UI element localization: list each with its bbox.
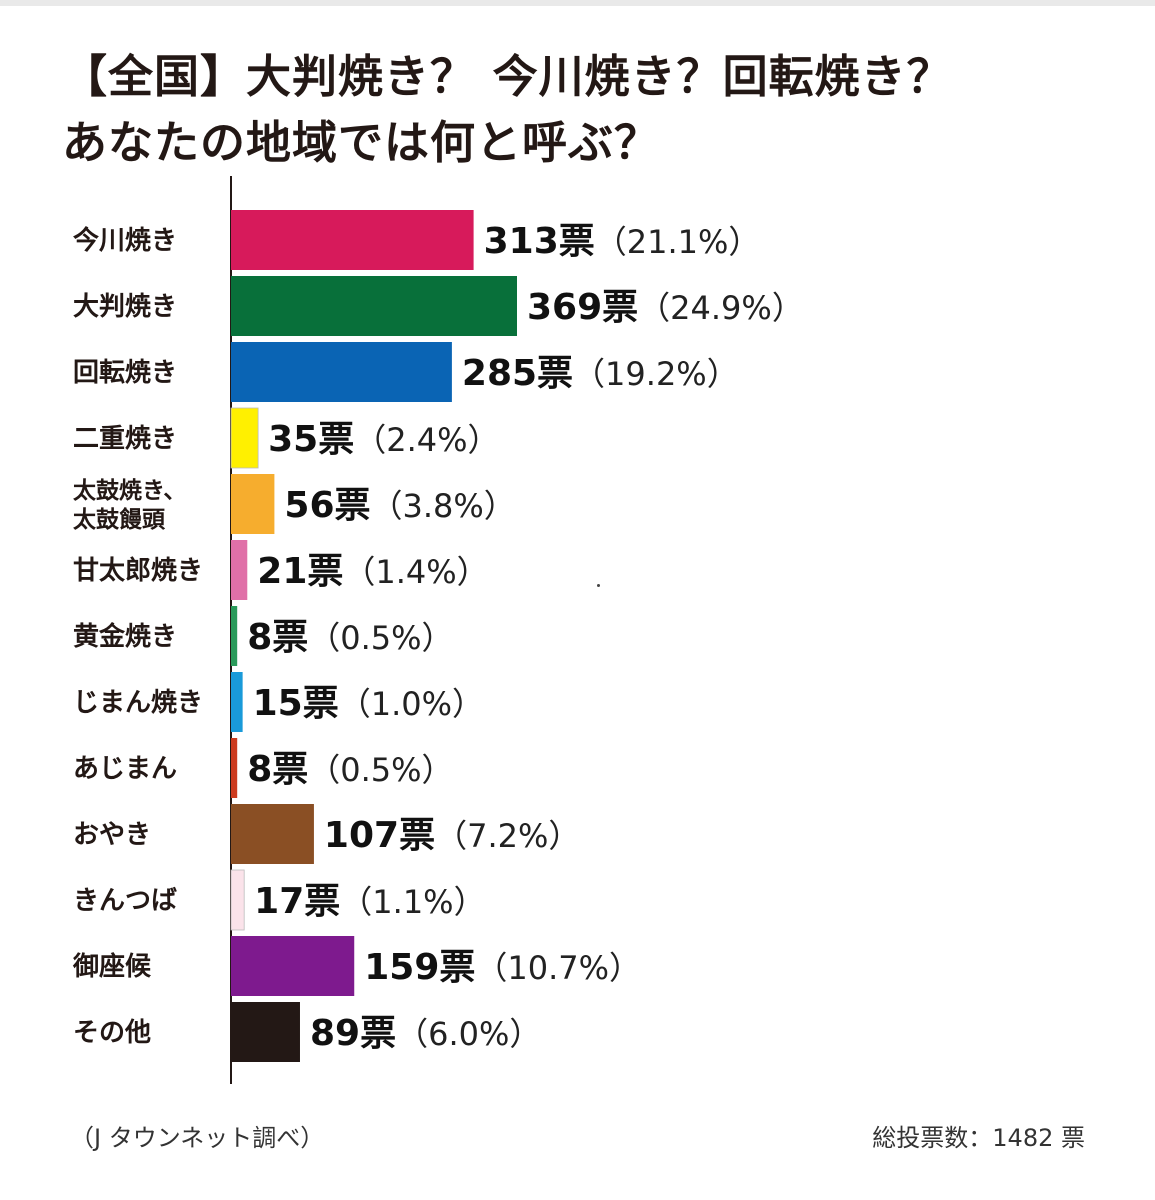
category-label: 大判焼き (73, 292, 177, 322)
value-label: 21票（1.4%） (257, 551, 488, 592)
bar (231, 1002, 300, 1062)
bar (231, 936, 355, 996)
category-label: 二重焼き (73, 424, 177, 454)
category-label: その他 (73, 1018, 151, 1048)
category-label: 回転焼き (73, 358, 177, 388)
value-label: 8票（0.5%） (247, 749, 453, 790)
bar (231, 276, 517, 336)
stray-dot (597, 584, 600, 587)
top-rule (0, 0, 1155, 6)
value-label: 285票（19.2%） (462, 353, 739, 394)
category-label: 甘太郎焼き (73, 556, 203, 586)
chart-title: 【全国】大判焼き？ 今川焼き？回転焼き？ あなたの地域では何と呼ぶ？ (62, 44, 1142, 176)
bar (231, 738, 238, 798)
category-label: 太鼓焼き、太鼓饅頭 (73, 477, 186, 533)
bar (231, 606, 238, 666)
category-label: 御座候 (72, 951, 152, 982)
category-label: おやき (73, 820, 151, 850)
category-label: じまん焼き (73, 688, 203, 718)
value-label: 107票（7.2%） (324, 815, 580, 856)
bar (231, 342, 452, 402)
value-label: 17票（1.1%） (254, 881, 485, 922)
category-label: 黄金焼き (73, 621, 177, 652)
value-label: 313票（21.1%） (484, 221, 761, 262)
value-label: 89票（6.0%） (310, 1013, 541, 1054)
value-label: 159票（10.7%） (364, 947, 641, 988)
category-label: きんつば (73, 886, 177, 916)
category-label: 今川焼き (73, 225, 177, 256)
bar (231, 672, 243, 732)
bar (231, 540, 248, 600)
bar (231, 210, 474, 270)
bar (231, 474, 275, 534)
value-label: 369票（24.9%） (527, 287, 804, 328)
value-label: 15票（1.0%） (253, 683, 484, 724)
value-label: 8票（0.5%） (247, 617, 453, 658)
value-label: 56票（3.8%） (284, 485, 515, 526)
chart-title-line-2: あなたの地域では何と呼ぶ？ (62, 116, 661, 169)
bar (231, 804, 314, 864)
total-votes-note: 総投票数：1482 票 (872, 1124, 1085, 1152)
bar (230, 869, 245, 931)
source-note: （J タウンネット調べ） (70, 1124, 325, 1152)
value-label: 35票（2.4%） (268, 419, 499, 460)
category-label: あじまん (73, 754, 177, 784)
bar (230, 407, 259, 469)
chart-title-line-1: 【全国】大判焼き？ 今川焼き？回転焼き？ (62, 50, 953, 103)
